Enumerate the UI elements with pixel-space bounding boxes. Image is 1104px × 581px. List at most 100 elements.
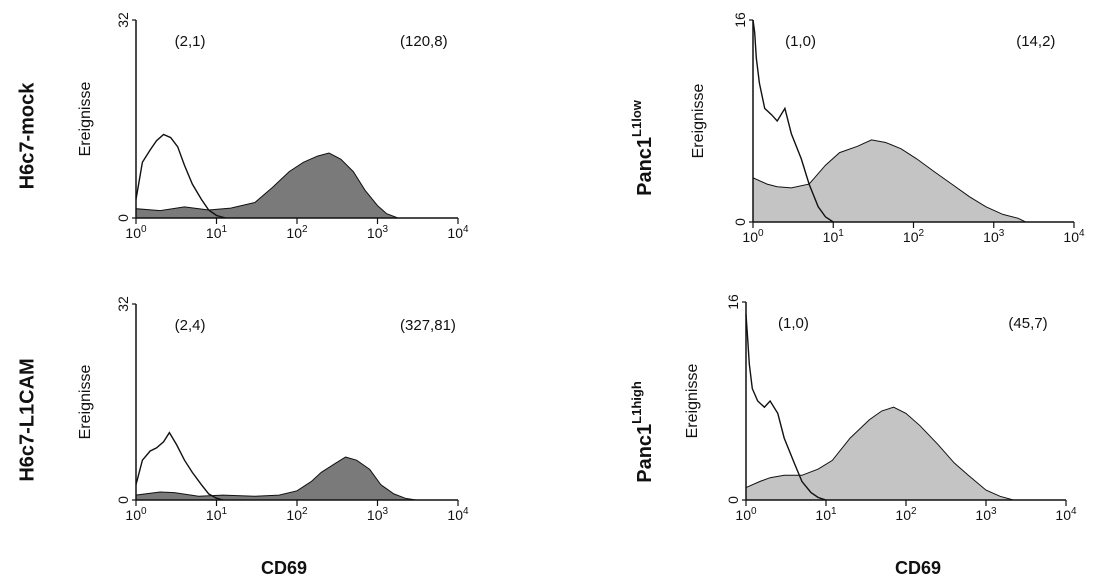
y-axis-label: Ereignisse	[77, 365, 94, 440]
stat-annotation: (2,1)	[175, 33, 206, 50]
x-axis-title-left: CD69	[261, 558, 307, 578]
row-label-panc1-l1low: Panc1L1low	[629, 99, 656, 196]
x-tick-label-exponent: 3	[383, 224, 389, 235]
x-tick-label: 101	[206, 224, 228, 241]
x-tick-label-exponent: 2	[302, 506, 308, 517]
x-tick-label-base: 10	[367, 507, 383, 523]
x-tick-label-exponent: 0	[751, 506, 757, 517]
x-tick-label-base: 10	[367, 225, 383, 241]
histogram-filled-h6c7-mock	[135, 152, 399, 219]
y-tick-label: 0	[115, 214, 131, 222]
stat-annotation: (45,7)	[1008, 315, 1047, 332]
row-label-panc1-l1low-sup: L1low	[629, 99, 644, 137]
y-axis-label: Ereignisse	[690, 84, 707, 159]
x-tick-label-base: 10	[286, 225, 302, 241]
stat-annotation: (327,81)	[400, 317, 456, 334]
x-tick-label: 103	[975, 506, 997, 523]
x-tick-label: 102	[286, 224, 308, 241]
x-tick-label-base: 10	[895, 507, 911, 523]
histogram-outline-panc1-l1low	[752, 19, 834, 223]
x-tick-label-base: 10	[735, 507, 751, 523]
histogram-filled-panc1-l1low	[752, 139, 1026, 223]
stat-annotation: (120,8)	[400, 33, 448, 50]
row-label-panc1-l1low-base: Panc1	[634, 137, 656, 196]
x-tick-label-base: 10	[125, 225, 141, 241]
x-tick-label-base: 10	[447, 507, 463, 523]
y-tick-label: 0	[725, 496, 741, 504]
x-tick-label-base: 10	[286, 507, 302, 523]
x-tick-label-base: 10	[206, 225, 222, 241]
x-tick-label-exponent: 1	[831, 506, 837, 517]
histogram-outline-h6c7-l1cam	[135, 431, 224, 501]
x-tick-label-exponent: 1	[222, 506, 228, 517]
x-tick-label: 102	[903, 228, 925, 245]
x-tick-label: 102	[286, 506, 308, 523]
histogram-outline-panc1-l1high	[745, 314, 827, 501]
y-tick-label: 0	[115, 496, 131, 504]
x-tick-label-base: 10	[206, 507, 222, 523]
x-axis-title-right: CD69	[895, 558, 941, 578]
row-label-h6c7-l1cam: H6c7-L1CAM	[16, 358, 38, 481]
x-tick-label-exponent: 2	[302, 224, 308, 235]
stat-annotation: (1,0)	[785, 33, 816, 50]
x-tick-label-exponent: 4	[1079, 228, 1085, 239]
x-tick-label: 101	[815, 506, 837, 523]
x-tick-label: 104	[447, 506, 469, 523]
stat-annotation: (14,2)	[1016, 33, 1055, 50]
x-tick-label: 103	[983, 228, 1005, 245]
x-tick-label: 103	[367, 506, 389, 523]
y-tick-label: 32	[115, 12, 131, 28]
y-tick-label: 0	[732, 218, 748, 226]
x-tick-label: 104	[1063, 228, 1085, 245]
x-tick-label-exponent: 0	[141, 224, 147, 235]
x-tick-label: 100	[742, 228, 764, 245]
x-tick-label: 100	[735, 506, 757, 523]
histogram-filled-h6c7-l1cam	[135, 456, 416, 501]
x-tick-label-exponent: 0	[758, 228, 764, 239]
x-tick-label-base: 10	[447, 225, 463, 241]
histogram-filled-panc1-l1high	[745, 406, 1014, 501]
x-tick-label-base: 10	[983, 229, 999, 245]
x-tick-label: 104	[447, 224, 469, 241]
x-tick-label-base: 10	[823, 229, 839, 245]
x-tick-label-base: 10	[975, 507, 991, 523]
x-tick-label-base: 10	[1055, 507, 1071, 523]
stat-annotation: (1,0)	[778, 315, 809, 332]
x-tick-label-exponent: 3	[383, 506, 389, 517]
x-tick-label-exponent: 4	[463, 224, 469, 235]
x-tick-label: 102	[895, 506, 917, 523]
y-axis-label: Ereignisse	[684, 364, 701, 439]
x-tick-label-exponent: 3	[991, 506, 997, 517]
x-tick-label: 103	[367, 224, 389, 241]
x-tick-label-exponent: 2	[919, 228, 925, 239]
x-tick-label: 100	[125, 224, 147, 241]
x-tick-label: 100	[125, 506, 147, 523]
row-label-panc1-l1high-base: Panc1	[634, 424, 656, 483]
x-tick-label-base: 10	[815, 507, 831, 523]
x-tick-label-base: 10	[903, 229, 919, 245]
x-tick-label-exponent: 4	[1071, 506, 1077, 517]
y-axis-label: Ereignisse	[77, 82, 94, 157]
y-tick-label: 16	[725, 294, 741, 310]
x-tick-label-exponent: 1	[222, 224, 228, 235]
x-tick-label-exponent: 0	[141, 506, 147, 517]
row-label-h6c7-mock: H6c7-mock	[16, 82, 38, 190]
x-tick-label: 101	[823, 228, 845, 245]
x-tick-label-exponent: 1	[838, 228, 844, 239]
row-label-panc1-l1high-sup: L1high	[629, 381, 644, 424]
x-tick-label: 101	[206, 506, 228, 523]
y-tick-label: 16	[732, 12, 748, 28]
row-label-panc1-l1high: Panc1L1high	[629, 381, 656, 483]
x-tick-label-base: 10	[742, 229, 758, 245]
histogram-outline-h6c7-mock	[135, 133, 226, 219]
x-tick-label-exponent: 4	[463, 506, 469, 517]
x-tick-label-exponent: 3	[999, 228, 1005, 239]
stat-annotation: (2,4)	[175, 317, 206, 334]
x-tick-label: 104	[1055, 506, 1077, 523]
y-tick-label: 32	[115, 296, 131, 312]
x-tick-label-base: 10	[1063, 229, 1079, 245]
